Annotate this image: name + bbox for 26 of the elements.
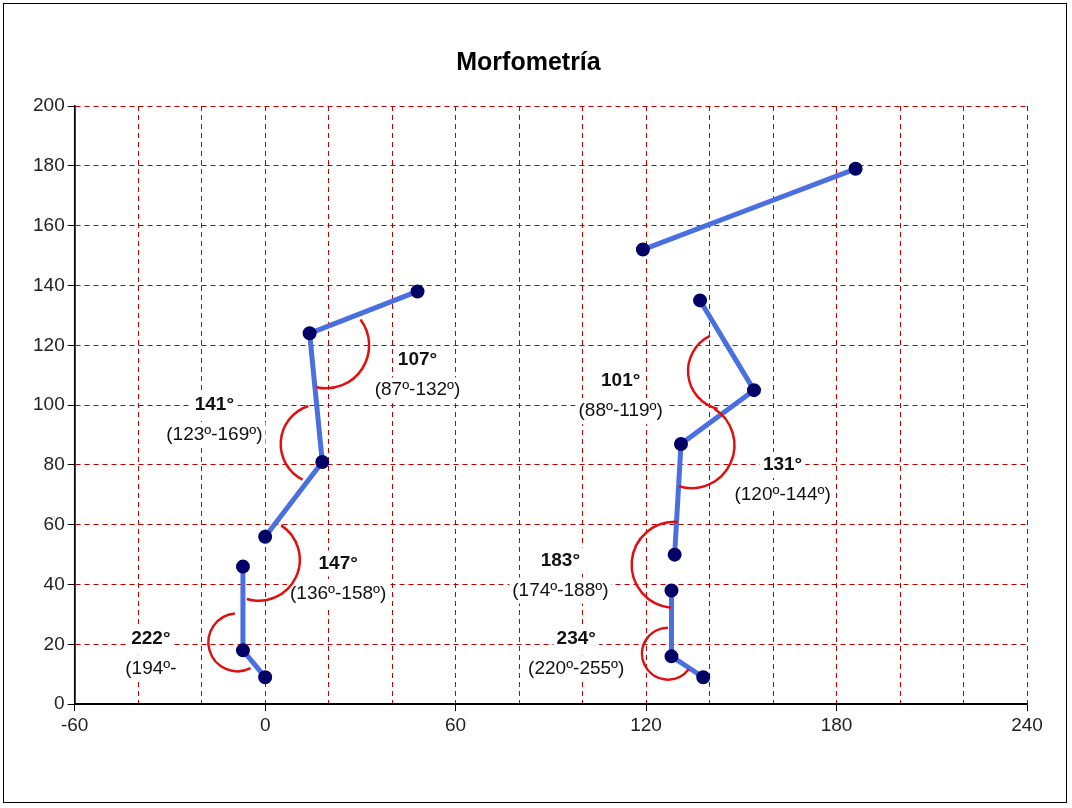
- y-tick-label: 200: [33, 94, 65, 116]
- annotation: 107° (87º-132º): [374, 348, 461, 400]
- annotation: 141° (123º-169º): [166, 393, 263, 445]
- x-tick-label: 0: [259, 713, 271, 735]
- annotation: 234° (220º-255º): [528, 626, 625, 678]
- x-tick-label: 120: [630, 713, 662, 735]
- y-tick-label: 80: [43, 453, 65, 475]
- chart-title: Morfometría: [456, 46, 602, 75]
- annotation: 101° (88º-119º): [578, 369, 663, 421]
- y-tick-label: 100: [33, 393, 65, 415]
- x-tick-label: 180: [820, 713, 853, 735]
- y-tick-label: 120: [33, 333, 65, 355]
- y-tick-label: 160: [33, 213, 65, 235]
- x-tick-label: 60: [445, 713, 467, 735]
- y-tick-label: 180: [33, 154, 65, 176]
- x-tick-label: -60: [60, 713, 89, 735]
- x-tick-label: 240: [1011, 713, 1043, 735]
- y-tick-label: 140: [33, 273, 65, 295]
- y-tick-label: 20: [43, 632, 65, 654]
- annotation: 222° (194º-: [125, 626, 177, 678]
- y-tick-label: 0: [54, 692, 65, 714]
- annotation: 131° (120º-144º): [734, 453, 831, 505]
- y-tick-label: 40: [43, 572, 65, 594]
- y-tick-label: 60: [43, 512, 65, 534]
- annotation: 147° (136º-158º): [290, 551, 387, 603]
- annotation: 183° (174º-188º): [512, 548, 609, 600]
